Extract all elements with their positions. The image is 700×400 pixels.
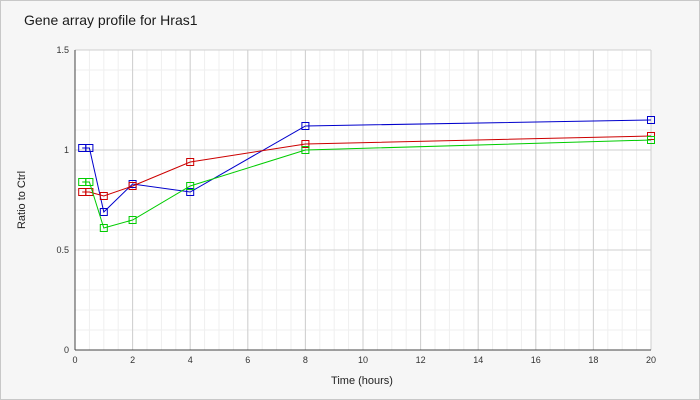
y-tick-label: 0.5 xyxy=(56,245,69,255)
data-point-marker xyxy=(128,182,137,190)
data-point-marker xyxy=(128,216,137,224)
y-tick-label: 1 xyxy=(64,145,69,155)
y-tick-label: 0 xyxy=(64,345,69,355)
y-axis-label: Ratio to Ctrl xyxy=(16,171,28,229)
grid xyxy=(74,49,652,351)
x-tick-label: 12 xyxy=(416,355,426,365)
data-point-marker xyxy=(186,158,195,166)
x-tick-label: 0 xyxy=(72,355,77,365)
data-point-marker xyxy=(647,136,655,144)
x-tick-label: 6 xyxy=(245,355,250,365)
series-group xyxy=(78,116,655,232)
data-point-marker xyxy=(85,178,94,186)
data-point-marker xyxy=(301,146,310,154)
x-axis-label: Time (hours) xyxy=(331,375,393,387)
x-tick-label: 16 xyxy=(531,355,541,365)
data-point-marker xyxy=(85,144,94,152)
x-tick-label: 10 xyxy=(358,355,368,365)
x-tick-label: 4 xyxy=(188,355,193,365)
x-tick-label: 2 xyxy=(130,355,135,365)
data-point-marker xyxy=(99,224,108,232)
data-point-marker xyxy=(99,192,108,200)
x-tick-label: 14 xyxy=(473,355,483,365)
data-point-marker xyxy=(186,182,195,190)
series-line xyxy=(82,119,652,213)
chart-title: Gene array profile for Hras1 xyxy=(24,12,198,28)
data-point-marker xyxy=(647,116,655,124)
series-line xyxy=(82,139,652,229)
series-line xyxy=(82,135,652,197)
x-tick-label: 20 xyxy=(646,355,656,365)
data-point-marker xyxy=(301,140,310,148)
data-point-marker xyxy=(99,208,108,216)
x-tick-label: 8 xyxy=(303,355,308,365)
y-tick-label: 1.5 xyxy=(56,45,69,55)
data-point-marker xyxy=(186,188,195,196)
axes: 0 2 4 6 8 10 12 14 16 18 20 0 0.5 1 1.5 xyxy=(56,45,656,365)
x-tick-label: 18 xyxy=(588,355,598,365)
data-point-marker xyxy=(301,122,310,130)
